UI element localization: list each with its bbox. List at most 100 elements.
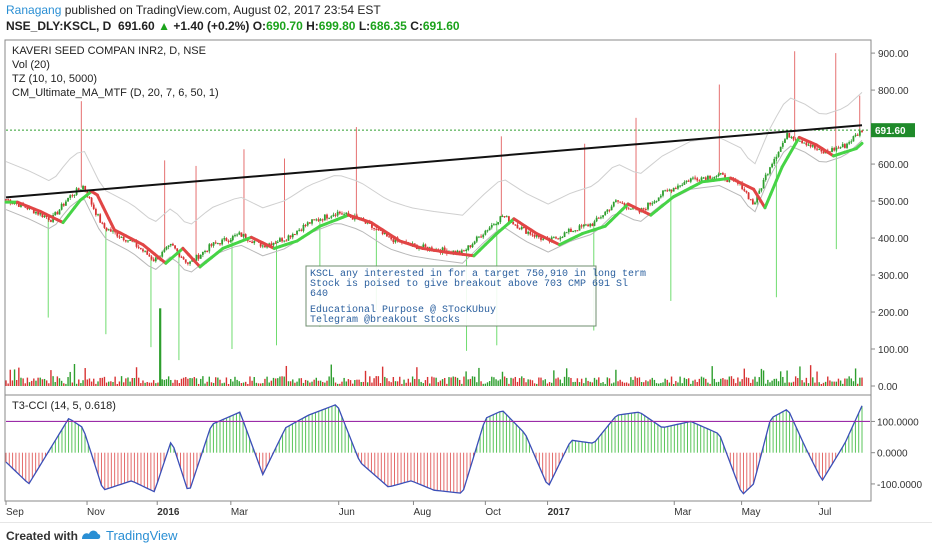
volume-bar [75,383,78,386]
candle-body [315,219,318,221]
candle-body [195,254,198,261]
candle-body [302,224,305,231]
volume-bar [448,377,450,386]
volume-bar [767,379,769,386]
candle-body [792,136,795,140]
candle-body [129,239,132,241]
volume-bar [212,382,215,386]
volume-bar [713,378,716,386]
candle-body [50,220,52,222]
candle-body [610,206,613,211]
volume-bar [452,376,454,386]
candle-body [443,247,446,251]
candle-body [377,228,380,230]
candle-body [602,215,604,218]
candle-body [786,133,788,140]
time-tick-label: Oct [485,507,501,518]
volume-bar [324,382,326,386]
volume-bar [861,377,863,386]
volume-bar [523,378,525,386]
volume-bar [157,382,159,386]
candle-body [858,130,861,136]
candle-body [664,190,667,192]
candle-body [101,222,104,224]
candle-body [801,140,803,143]
candle-body [811,145,814,147]
candle-body [788,133,791,138]
candle-body [261,245,264,247]
candle-body [390,236,393,240]
time-tick-label: Mar [674,507,692,518]
trend-line[interactable] [5,124,863,199]
annotation-box[interactable]: KSCL any interested in for a target 750,… [305,265,646,327]
volume-bar [247,383,249,386]
volume-bar [341,381,343,386]
volume-bar [287,381,290,386]
candle-body [274,242,277,244]
candle-body [595,217,598,222]
candle-body [341,213,343,215]
candle-body [460,250,463,254]
volume-bar [302,382,305,386]
tradingview-brand[interactable]: TradingView [106,528,178,543]
candle-body [88,197,91,199]
candle-body [516,224,519,229]
candle-body [169,243,172,246]
moving-average-segment [769,179,778,196]
candle-body [229,239,232,242]
volume-bar [142,380,144,386]
volume-bar [773,378,775,386]
volume-bar [508,383,510,386]
candle-body [512,221,515,225]
volume-bar [846,378,848,386]
candle-body [388,236,390,238]
candle-body [223,238,226,240]
author-link[interactable]: Ranagang [6,3,62,17]
volume-bar [112,382,114,386]
candle-body [5,199,7,201]
volume-bar [662,382,664,386]
price-chart[interactable]: 900.00800.00700.00600.00500.00400.00300.… [0,36,932,522]
volume-bar [557,377,559,386]
candle-body [717,174,720,176]
volume-bar [114,376,116,386]
candle-body [619,201,622,203]
candle-body [843,144,846,148]
volume-bar [454,376,457,386]
volume-bar [69,371,71,386]
volume-bar [317,380,320,386]
volume-bar [108,381,110,386]
candle-body [574,230,577,232]
volume-bar [225,377,228,386]
price-pane [4,39,872,396]
volume-bar [155,383,157,386]
volume-bar [268,382,270,386]
volume-bar [446,383,448,386]
time-tick-label: Jul [819,507,832,518]
volume-bar [839,380,842,386]
candle-body [527,231,530,234]
candle-body [291,233,294,238]
volume-bar [572,382,574,386]
candle-body [146,250,149,255]
low-label: L: [358,19,371,33]
volume-bar [45,380,48,386]
volume-bar [97,381,99,386]
moving-average-segment [780,155,790,169]
volume-bar [461,383,463,386]
candle-body [852,136,855,142]
candle-body [820,148,823,152]
candle-body [773,158,776,164]
volume-bar [784,382,786,386]
candle-body [381,230,384,235]
moving-average-segment [61,213,71,225]
volume-bar [236,379,238,386]
volume-bar [54,382,56,386]
volume-bar [777,381,780,386]
volume-bar [399,376,401,386]
volume-bar [296,381,298,386]
price-tick-label: 200.00 [878,308,909,319]
price-tick-label: 0.00 [878,382,898,393]
volume-bar [292,379,294,386]
volume-bar [95,383,97,386]
